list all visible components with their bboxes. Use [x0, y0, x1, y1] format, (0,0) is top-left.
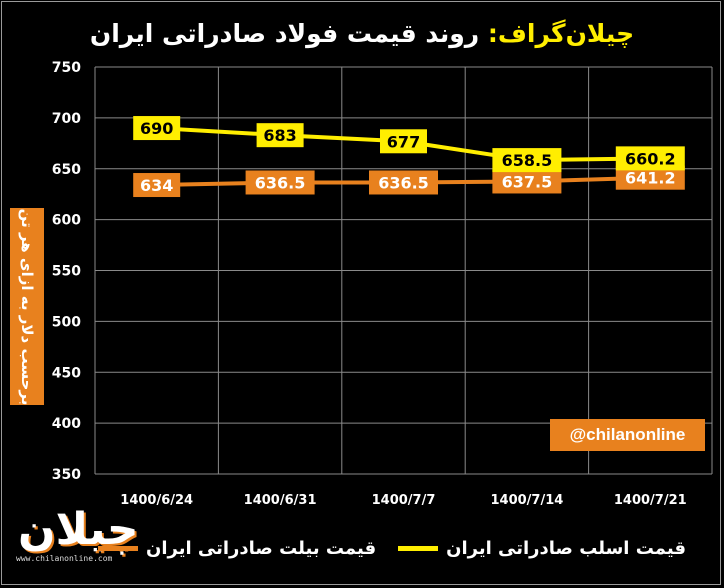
y-tick-label-550: 550	[52, 264, 81, 280]
title-brand: چیلان‌گراف:	[487, 19, 635, 48]
y-tick-label-400: 400	[52, 416, 81, 432]
x-tick-label-3: 1400/7/14	[490, 493, 563, 508]
y-axis-label-box	[10, 208, 44, 405]
data-label-1-2: 636.5	[378, 173, 429, 192]
y-tick-label-600: 600	[52, 213, 81, 229]
y-tick-label-500: 500	[52, 314, 81, 330]
title-main: روند قیمت فولاد صادراتی ایران	[89, 19, 480, 48]
y-tick-label-750: 750	[52, 60, 81, 76]
legend-item-billet: قیمت بیلت صادراتی ایران	[97, 538, 377, 559]
data-label-1-4: 641.2	[625, 169, 676, 188]
y-tick-label-700: 700	[52, 111, 81, 127]
data-label-0-4: 660.2	[625, 149, 676, 168]
data-label-1-0: 634	[140, 176, 173, 195]
x-tick-label-4: 1400/7/21	[614, 493, 687, 508]
legend-label-slab: قیمت اسلب صادراتی ایران	[446, 538, 686, 559]
legend-label-billet: قیمت بیلت صادراتی ایران	[145, 538, 377, 559]
y-tick-label-350: 350	[52, 467, 81, 483]
legend-swatch-billet	[97, 546, 138, 551]
chart-legend: قیمت اسلب صادراتی ایران قیمت بیلت صادرات…	[97, 538, 686, 559]
x-tick-label-0: 1400/6/24	[120, 493, 193, 508]
chilan-logo: چیلان www.chilanonline.com	[14, 506, 139, 576]
data-label-box-0-3	[492, 148, 562, 173]
chart-title: چیلان‌گراف: روند قیمت فولاد صادراتی ایرا…	[0, 16, 724, 52]
watermark-handle: @chilanonline	[550, 419, 705, 451]
data-label-0-1: 683	[263, 126, 296, 145]
logo-mark: چیلان	[18, 504, 139, 555]
data-label-box-0-1	[256, 123, 304, 148]
data-label-box-1-2	[369, 170, 438, 195]
data-label-box-0-4	[615, 146, 685, 171]
legend-item-slab: قیمت اسلب صادراتی ایران	[398, 538, 686, 559]
data-label-0-0: 690	[140, 119, 173, 138]
x-tick-label-1: 1400/6/31	[244, 493, 317, 508]
logo-url: www.chilanonline.com	[16, 554, 113, 563]
data-label-0-3: 658.5	[502, 151, 553, 170]
data-label-box-0-2	[380, 129, 427, 154]
data-label-box-1-3	[492, 169, 562, 194]
y-axis-label: برحسب دلار به ازای هر تن	[18, 208, 36, 406]
y-tick-label-650: 650	[52, 162, 81, 178]
data-label-1-1: 636.5	[255, 173, 306, 192]
data-label-1-3: 637.5	[502, 172, 553, 191]
data-label-box-1-0	[133, 173, 181, 198]
data-label-box-1-1	[245, 170, 315, 195]
x-tick-label-2: 1400/7/7	[372, 493, 436, 508]
legend-swatch-slab	[398, 546, 439, 551]
data-label-box-0-0	[133, 116, 181, 141]
data-label-0-2: 677	[387, 132, 420, 151]
y-tick-label-450: 450	[52, 365, 81, 381]
